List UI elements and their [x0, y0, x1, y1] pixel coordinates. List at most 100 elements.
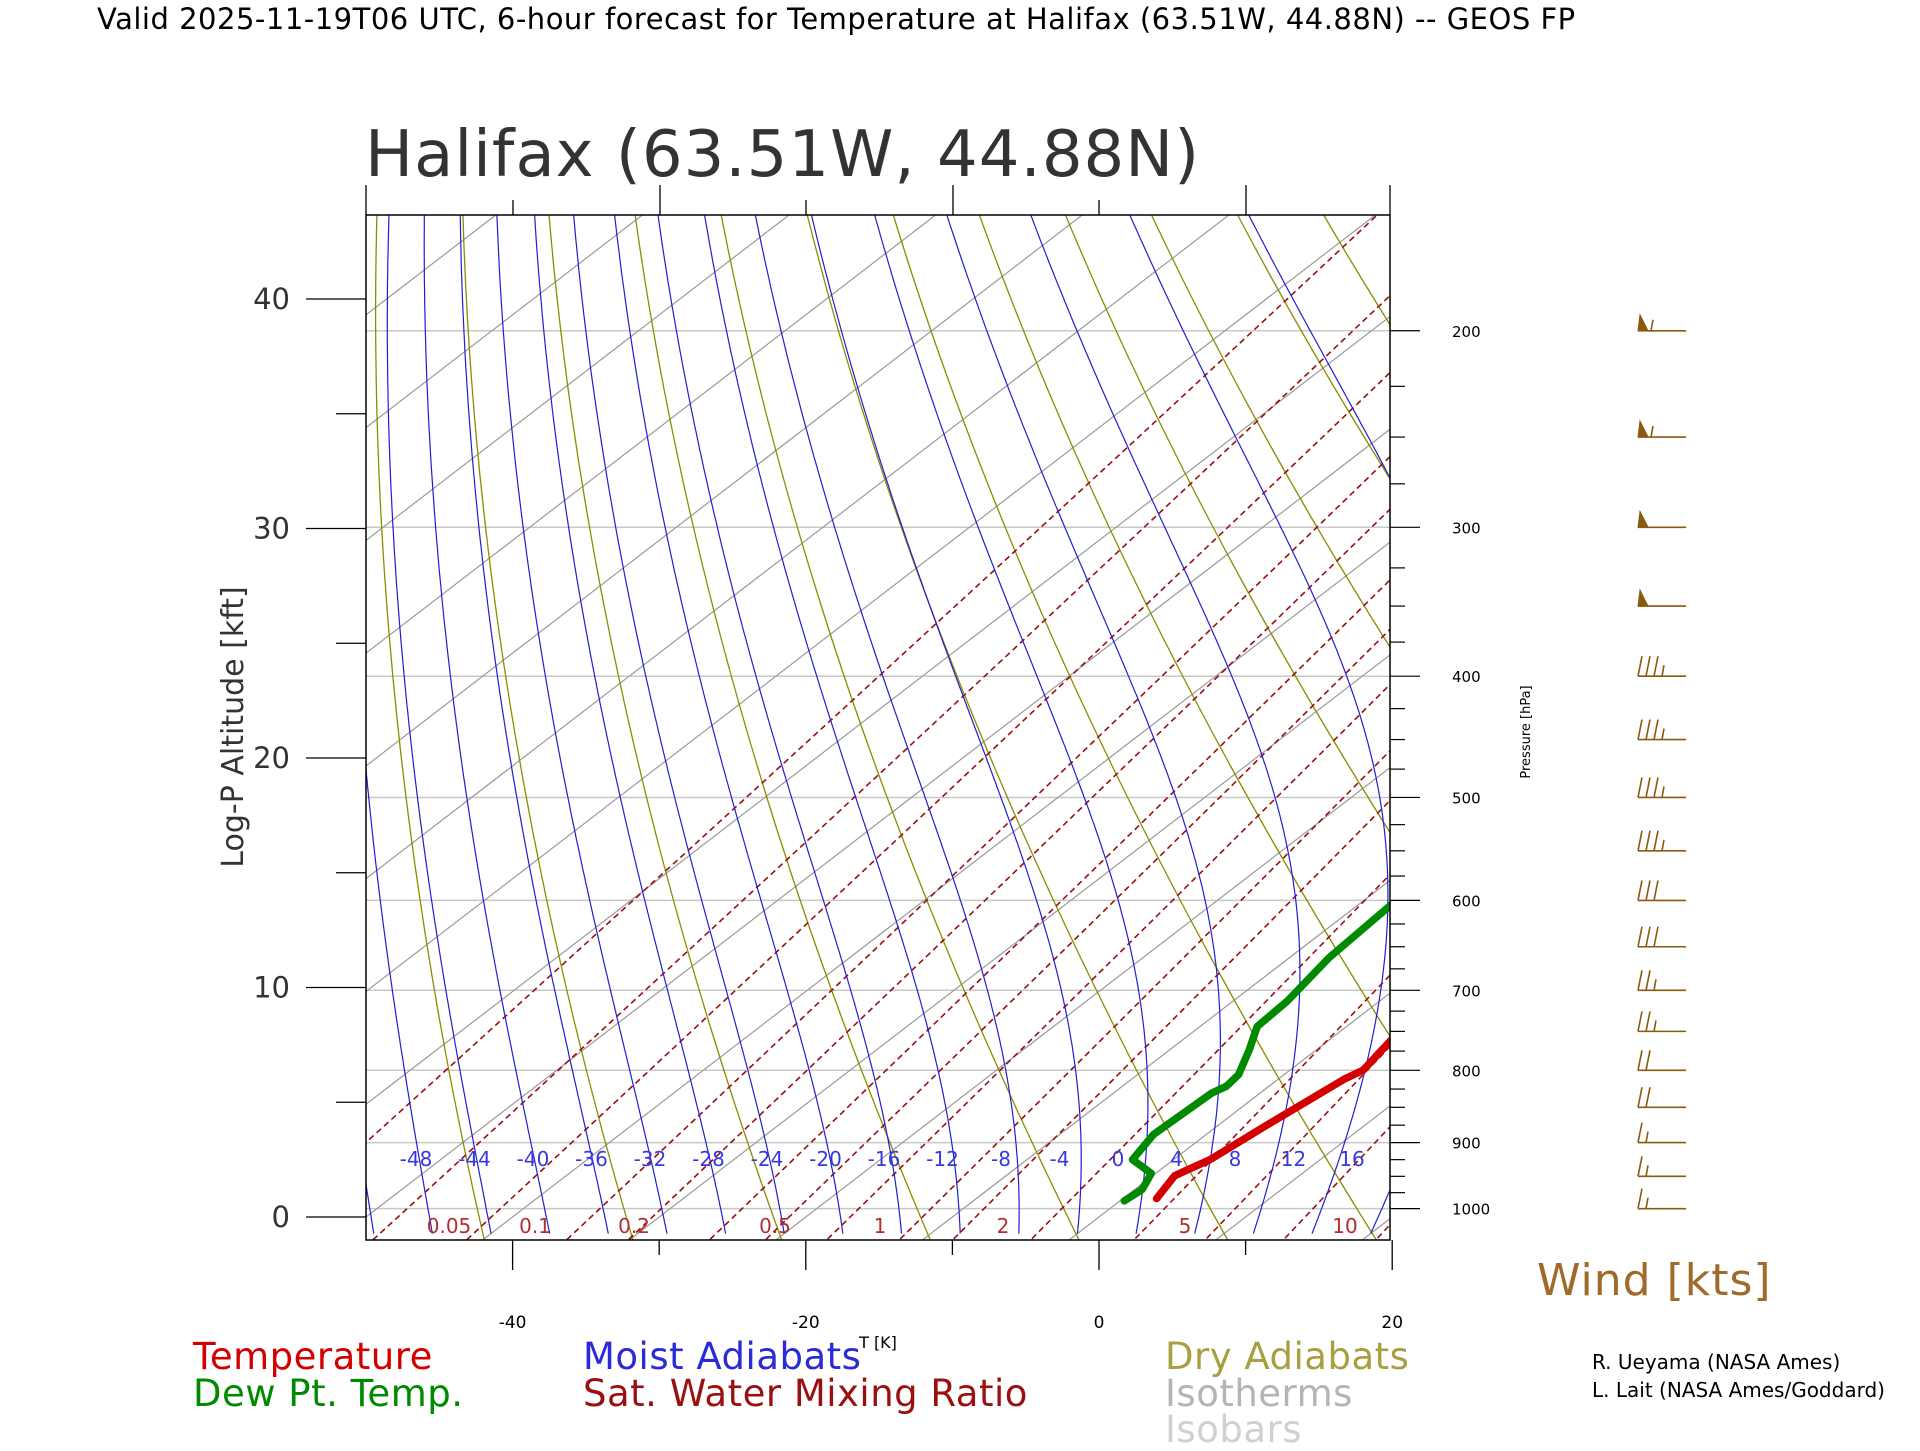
wind-barb-full [1654, 656, 1658, 676]
dry-adiabat-line [1823, 196, 1920, 1260]
wind-barb-full [1646, 970, 1650, 990]
credit-line-2: L. Lait (NASA Ames/Goddard) [1592, 1378, 1885, 1402]
moist-adiabat-label: -20 [809, 1147, 842, 1171]
wind-barb-full [1654, 777, 1658, 797]
moist-adiabat-label: -8 [991, 1147, 1011, 1171]
dry-adiabat-line [1568, 196, 1920, 1260]
moist-adiabat-label: -36 [575, 1147, 608, 1171]
mixing-ratio-line [1425, 200, 1920, 1260]
wind-barb [1638, 720, 1686, 740]
isotherm-line [1656, 215, 1920, 1240]
wind-barb [1638, 1123, 1686, 1143]
wind-barb-full [1654, 880, 1658, 900]
wind-barb [1638, 831, 1686, 851]
legend-dewpoint: Dew Pt. Temp. [193, 1372, 464, 1415]
wind-barb-full [1638, 1011, 1642, 1031]
wind-barb-half [1654, 979, 1656, 990]
mixing-ratio-label: 2 [997, 1214, 1010, 1238]
isotherm-line [336, 215, 1669, 1240]
moist-adiabat-label: -4 [1050, 1147, 1070, 1171]
isotherm-line [0, 215, 789, 1240]
moist-adiabat-line [1297, 44, 1596, 1234]
moist-adiabat-label: -48 [400, 1147, 433, 1171]
wind-barb-full [1638, 1050, 1642, 1070]
moist-adiabat-line [460, 44, 608, 1234]
y-tick-label: 20 [253, 741, 290, 775]
wind-barb [1638, 1156, 1686, 1176]
x-tick-label: 0 [1094, 1313, 1105, 1333]
moist-adiabat-line [529, 44, 726, 1234]
pressure-tick-label: 900 [1452, 1135, 1481, 1153]
dry-adiabat-line [1143, 196, 1839, 1260]
y-tick-label: 40 [253, 282, 290, 316]
wind-barb [1638, 511, 1686, 527]
wind-barb-full [1654, 831, 1658, 851]
wind-barb-full [1638, 880, 1642, 900]
dry-adiabat-line [1738, 196, 1920, 1260]
mixing-ratio-line [1264, 200, 1920, 1260]
moist-adiabat-line [1457, 44, 1718, 1234]
dry-adiabat-line [1483, 196, 1920, 1260]
mixing-ratio-line [689, 200, 1773, 1260]
dry-adiabat-line [803, 196, 1239, 1260]
credit-line-1: R. Ueyama (NASA Ames) [1592, 1350, 1840, 1374]
moist-adiabat-line [349, 44, 433, 1234]
wind-barb-half [1654, 1020, 1656, 1031]
isotherm-line [776, 215, 1920, 1240]
pressure-tick-label: 700 [1452, 982, 1481, 1000]
mixing-ratio-line [1115, 200, 1920, 1260]
wind-barb-half [1646, 1165, 1648, 1176]
wind-barb [1638, 880, 1686, 900]
isotherm-line [0, 215, 1082, 1240]
mixing-ratio-label: 0.5 [759, 1214, 791, 1238]
wind-barb-half [1662, 729, 1664, 740]
temperature-profile [1157, 219, 1920, 1199]
dry-adiabat-line [1228, 196, 1920, 1260]
y-tick-label: 30 [253, 512, 290, 546]
wind-barb-full [1646, 720, 1650, 740]
wind-barb-full [1646, 927, 1650, 947]
y-axis-label: Log-P Altitude [kft] [216, 586, 251, 867]
wind-barb-half [1662, 786, 1664, 797]
wind-barb [1638, 656, 1686, 676]
legend-mixing-ratio: Sat. Water Mixing Ratio [583, 1372, 1028, 1415]
isotherm-line [0, 215, 349, 1240]
x-tick-label: 20 [1381, 1313, 1403, 1333]
isotherm-line [190, 215, 1523, 1240]
isotherm-line [0, 215, 1229, 1240]
wind-barb [1638, 927, 1686, 947]
mixing-ratio-line [545, 200, 1653, 1260]
isotherm-line [0, 215, 56, 1240]
moist-adiabat-line [267, 44, 315, 1234]
moist-adiabat-line [776, 44, 1081, 1234]
y-tick-label: 10 [253, 971, 290, 1005]
mixing-ratio-label: 1 [874, 1214, 887, 1238]
wind-barb-full [1654, 720, 1658, 740]
legend-isobars: Isobars [1165, 1408, 1302, 1451]
wind-barb [1638, 777, 1686, 797]
dry-adiabat-line [376, 196, 489, 1260]
moist-adiabat-line [1167, 44, 1486, 1234]
wind-barb [1638, 1087, 1686, 1107]
wind-barb [1638, 590, 1686, 606]
wind-barb-full [1646, 1050, 1650, 1070]
moist-adiabat-line [495, 44, 667, 1234]
isotherm-line [1069, 215, 1920, 1240]
y-tick-label: 0 [272, 1200, 290, 1234]
wind-barb-full [1646, 1011, 1650, 1031]
moist-adiabat-label: -28 [692, 1147, 725, 1171]
wind-barb-full [1638, 777, 1642, 797]
wind-barb [1638, 1189, 1686, 1209]
mixing-ratio-line [1011, 200, 1920, 1260]
moist-adiabat-label: 16 [1339, 1147, 1364, 1171]
wind-barb-half [1646, 1132, 1648, 1143]
wind-barb-half [1651, 426, 1653, 437]
mixing-ratio-line [745, 200, 1819, 1260]
mixing-ratio-line [933, 200, 1920, 1260]
isotherm-line [923, 215, 1920, 1240]
wind-barb-full [1646, 656, 1650, 676]
wind-barb-full [1638, 656, 1642, 676]
pressure-axis-label: Pressure [hPa] [1519, 685, 1534, 778]
moist-adiabat-line [1547, 44, 1857, 1234]
